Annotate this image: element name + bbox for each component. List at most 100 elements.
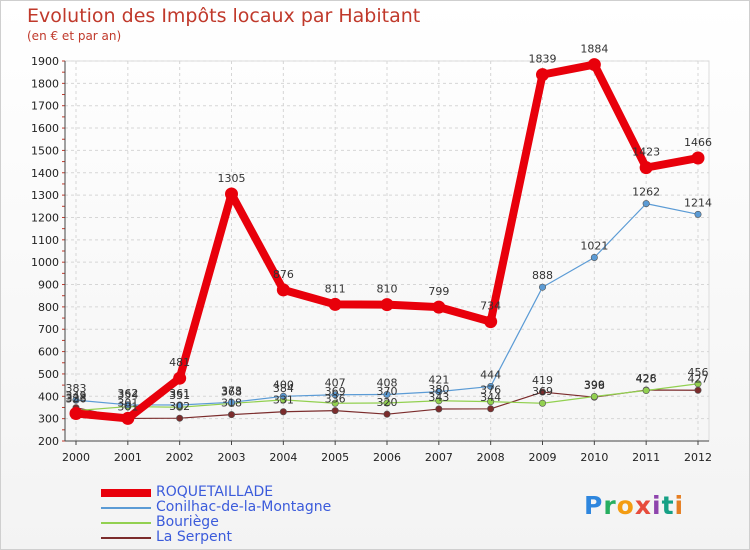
data-label: 426 <box>636 372 657 385</box>
data-label: 396 <box>584 379 605 392</box>
data-point <box>383 391 391 399</box>
data-label: 876 <box>273 268 294 281</box>
data-point <box>487 398 495 406</box>
x-tick-label: 2010 <box>580 451 608 464</box>
data-point <box>225 187 238 201</box>
chart-subtitle: (en € et par an) <box>27 29 122 43</box>
x-tick-label: 2011 <box>632 451 660 464</box>
y-tick-label: 1500 <box>31 144 59 157</box>
data-point <box>587 58 601 72</box>
data-point <box>72 396 80 404</box>
y-tick-label: 1100 <box>31 234 59 247</box>
data-point <box>279 408 287 416</box>
data-label: 419 <box>532 374 553 387</box>
data-point <box>228 411 236 419</box>
data-point <box>176 401 184 409</box>
y-tick-label: 900 <box>38 279 59 292</box>
data-label: 320 <box>377 396 398 409</box>
data-point <box>590 253 598 261</box>
data-label: 1262 <box>632 186 660 199</box>
y-tick-label: 1200 <box>31 211 59 224</box>
series-points <box>69 58 705 425</box>
data-point <box>642 200 650 208</box>
data-label: 734 <box>480 300 501 313</box>
data-point <box>691 151 705 165</box>
data-label: 376 <box>480 384 501 397</box>
data-label: 383 <box>66 382 87 395</box>
data-point <box>276 283 290 297</box>
data-point <box>383 410 391 418</box>
data-point <box>694 210 702 218</box>
data-label: 427 <box>688 372 709 385</box>
x-tick-label: 2008 <box>477 451 505 464</box>
data-label: 481 <box>169 356 190 369</box>
data-label: 1305 <box>218 172 246 185</box>
data-point <box>176 414 184 422</box>
data-point <box>487 382 495 390</box>
data-point <box>383 399 391 407</box>
data-point <box>536 68 549 82</box>
data-label: 1839 <box>529 53 557 66</box>
x-tick-label: 2006 <box>373 451 401 464</box>
y-tick-label: 1700 <box>31 100 59 113</box>
x-tick-label: 2002 <box>166 451 194 464</box>
axes: 200 300 400 500 600 700 800 900 1000 1100 1200 1300… <box>31 55 712 464</box>
data-label: 1021 <box>580 239 608 252</box>
data-point <box>124 401 132 409</box>
data-point <box>121 411 135 425</box>
y-tick-label: 800 <box>38 301 59 314</box>
data-label: 1423 <box>632 146 660 159</box>
data-point <box>694 386 702 394</box>
data-point <box>328 297 342 311</box>
y-tick-label: 1300 <box>31 189 59 202</box>
logo-letter: r <box>603 491 617 520</box>
x-tick-label: 2009 <box>529 451 557 464</box>
data-label: 301 <box>117 400 138 413</box>
data-point <box>484 315 498 329</box>
data-label: 384 <box>273 382 294 395</box>
data-point <box>538 388 546 396</box>
data-point <box>590 393 598 401</box>
legend-swatch <box>101 489 151 497</box>
data-label: 428 <box>636 372 657 385</box>
data-label: 331 <box>273 394 294 407</box>
data-label: 361 <box>169 387 190 400</box>
data-label: 318 <box>221 397 242 410</box>
logo-letter: t <box>661 491 675 520</box>
logo-letter: i <box>674 491 685 520</box>
y-tick-label: 1900 <box>31 55 59 68</box>
y-tick-label: 1000 <box>31 256 59 269</box>
data-label: 400 <box>273 378 294 391</box>
data-label: 373 <box>221 384 242 397</box>
data-point <box>279 392 287 400</box>
data-point <box>228 398 236 406</box>
y-tick-label: 200 <box>38 435 59 448</box>
data-point <box>69 407 83 421</box>
data-point <box>435 388 443 396</box>
data-point <box>173 371 187 385</box>
data-label: 301 <box>117 396 138 409</box>
data-label: 444 <box>480 368 501 381</box>
logo-letter: i <box>652 491 662 520</box>
data-point <box>639 161 653 175</box>
data-point <box>487 405 495 413</box>
legend-label: Bouriège <box>156 514 219 530</box>
data-label: 408 <box>377 377 398 390</box>
y-tick-label: 1600 <box>31 122 59 135</box>
x-tick-label: 2004 <box>269 451 297 464</box>
data-point <box>432 300 446 314</box>
data-label: 1466 <box>684 136 712 149</box>
data-label: 354 <box>117 389 138 402</box>
data-label: 323 <box>66 392 87 405</box>
data-point <box>642 386 650 394</box>
data-label: 343 <box>428 391 449 404</box>
x-tick-label: 2003 <box>218 451 246 464</box>
data-label: 369 <box>532 385 553 398</box>
data-point <box>380 298 394 312</box>
data-label: 399 <box>584 379 605 392</box>
data-label: 344 <box>480 391 501 404</box>
data-point <box>538 283 546 291</box>
data-label: 336 <box>325 393 346 406</box>
